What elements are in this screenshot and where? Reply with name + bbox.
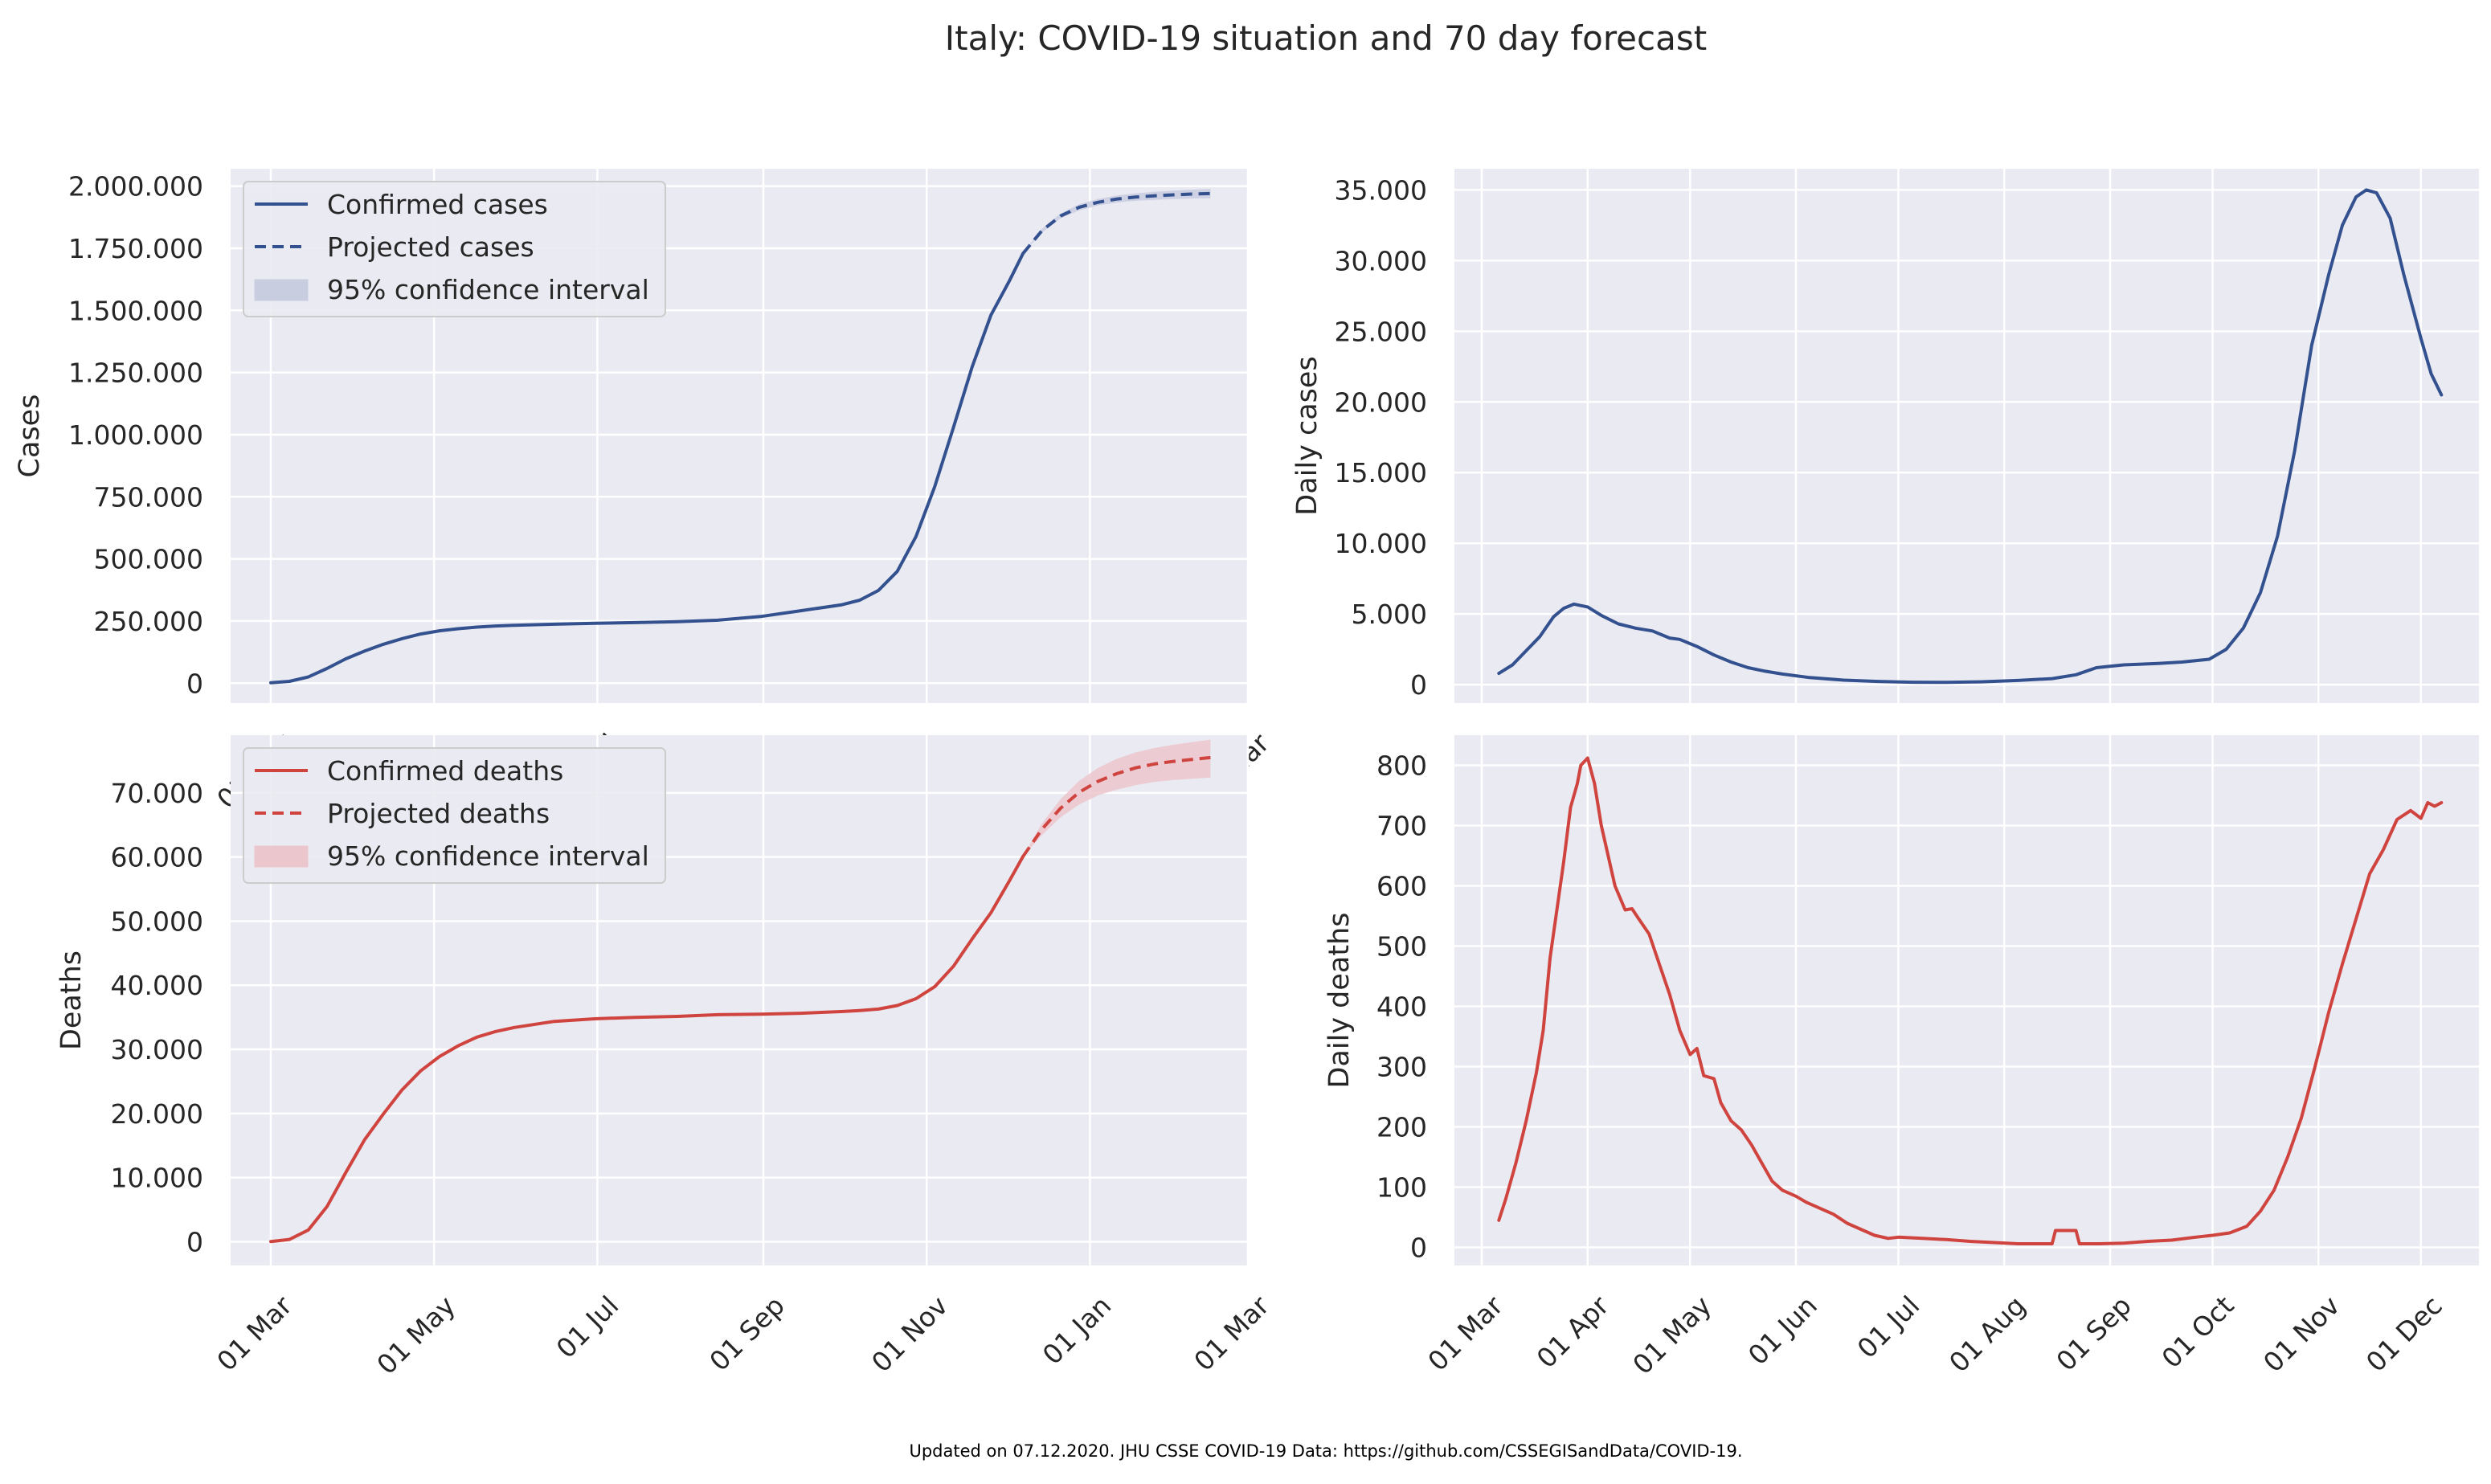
y-tick-label: 250.000 bbox=[94, 606, 203, 637]
y-axis-label: Deaths bbox=[55, 950, 88, 1050]
y-tick-label: 1.000.000 bbox=[68, 419, 203, 451]
y-tick-label: 10.000 bbox=[111, 1163, 203, 1194]
legend-label: 95% confidence interval bbox=[327, 274, 649, 305]
y-axis-label: Cases bbox=[14, 395, 46, 478]
y-tick-label: 800 bbox=[1376, 750, 1427, 782]
legend-frame bbox=[243, 747, 666, 884]
y-tick-label: 60.000 bbox=[111, 842, 203, 873]
y-tick-label: 20.000 bbox=[111, 1098, 203, 1130]
y-tick-label: 70.000 bbox=[111, 778, 203, 809]
y-tick-label: 700 bbox=[1376, 811, 1427, 842]
y-tick-label: 30.000 bbox=[111, 1034, 203, 1065]
y-tick-label: 0 bbox=[186, 668, 203, 699]
y-tick-label: 25.000 bbox=[1335, 316, 1427, 347]
series-line bbox=[269, 251, 1025, 685]
y-tick-label: 10.000 bbox=[1335, 528, 1427, 559]
footnote: Updated on 07.12.2020. JHU CSSE COVID-19… bbox=[909, 1441, 1742, 1461]
plot-area bbox=[1454, 169, 2479, 703]
legend-frame bbox=[243, 181, 666, 317]
y-tick-label: 1.500.000 bbox=[68, 295, 203, 326]
legend-label: Projected cases bbox=[327, 231, 534, 263]
legend-label: Confirmed cases bbox=[327, 189, 548, 220]
legend: Confirmed deaths Projected deaths 95% conf… bbox=[243, 747, 666, 884]
y-tick-label: 0 bbox=[1410, 1233, 1427, 1264]
y-tick-label: 0 bbox=[1410, 669, 1427, 701]
legend-label: Confirmed deaths bbox=[327, 755, 563, 787]
legend-swatch bbox=[254, 279, 309, 301]
y-tick-label: 0 bbox=[186, 1226, 203, 1257]
y-tick-label: 1.250.000 bbox=[68, 358, 203, 389]
plot-area bbox=[1454, 735, 2479, 1265]
legend-label: 95% confidence interval bbox=[327, 840, 649, 872]
series-line bbox=[269, 855, 1025, 1244]
y-tick-label: 600 bbox=[1376, 871, 1427, 902]
projected-line bbox=[1021, 755, 1211, 858]
y-axis-label: Daily cases bbox=[1291, 356, 1323, 515]
figure-title: Italy: COVID-19 situation and 70 day for… bbox=[945, 18, 1707, 58]
y-tick-label: 200 bbox=[1376, 1112, 1427, 1143]
series-line bbox=[1497, 756, 2444, 1245]
legend-swatch bbox=[254, 845, 309, 868]
y-tick-label: 30.000 bbox=[1335, 245, 1427, 276]
y-tick-label: 750.000 bbox=[94, 481, 203, 513]
y-tick-label: 1.750.000 bbox=[68, 233, 203, 264]
y-tick-label: 35.000 bbox=[1335, 174, 1427, 206]
y-tick-label: 500 bbox=[1376, 931, 1427, 963]
y-tick-label: 500.000 bbox=[94, 544, 203, 575]
y-tick-label: 50.000 bbox=[111, 906, 203, 937]
confidence-band bbox=[1023, 739, 1211, 856]
y-axis-label: Daily deaths bbox=[1323, 912, 1356, 1088]
y-tick-label: 15.000 bbox=[1335, 457, 1427, 489]
projected-line bbox=[1021, 191, 1211, 255]
y-tick-label: 20.000 bbox=[1335, 386, 1427, 418]
legend-label: Projected deaths bbox=[327, 798, 550, 829]
series-line bbox=[1497, 188, 2444, 685]
y-tick-label: 40.000 bbox=[111, 970, 203, 1001]
y-tick-label: 300 bbox=[1376, 1052, 1427, 1083]
y-tick-label: 100 bbox=[1376, 1172, 1427, 1204]
y-tick-label: 400 bbox=[1376, 991, 1427, 1023]
legend: Confirmed cases Projected cases 95% confid… bbox=[243, 181, 666, 317]
y-tick-label: 2.000.000 bbox=[68, 171, 203, 202]
y-tick-label: 5.000 bbox=[1352, 599, 1427, 630]
daily-cases-chart: 0 5.000 10.000 15.000 20.000 25.000 30.000 35.0… bbox=[1291, 169, 2479, 703]
